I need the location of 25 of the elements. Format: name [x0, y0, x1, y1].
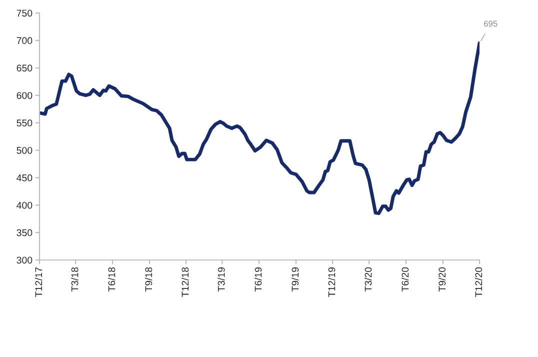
y-tick-label: 400	[16, 202, 32, 209]
y-tick-label: 450	[16, 174, 32, 182]
x-tick-label: T9/20	[438, 267, 446, 292]
y-tick-label: 350	[16, 229, 32, 236]
y-tick-label: 750	[16, 10, 32, 17]
y-tick-label: 650	[16, 64, 32, 72]
x-tick-label: T12/20	[474, 267, 482, 297]
x-tick-label: T12/17	[34, 267, 42, 297]
y-tick-label: 550	[16, 120, 32, 126]
y-tick-label: 300	[16, 256, 32, 264]
x-tick-label: T12/18	[182, 267, 189, 297]
x-tick-label: T9/19	[292, 267, 299, 292]
x-tick-label: T3/19	[218, 267, 225, 292]
line-series	[40, 41, 480, 216]
x-tick-label: T3/20	[364, 267, 372, 292]
annotation: 695	[484, 20, 498, 27]
y-tick-label: 700	[16, 37, 32, 44]
x-tick-label: T6/19	[254, 267, 262, 292]
x-tick-label: T6/20	[402, 267, 409, 292]
x-tick-label: T9/18	[144, 267, 152, 292]
x-tick-label: T6/18	[108, 267, 116, 292]
y-tick-label: 500	[16, 146, 32, 154]
y-tick-label: 600	[16, 92, 32, 99]
x-tick-label: T3/18	[71, 267, 78, 292]
x-tick-label: T12/19	[328, 267, 336, 297]
